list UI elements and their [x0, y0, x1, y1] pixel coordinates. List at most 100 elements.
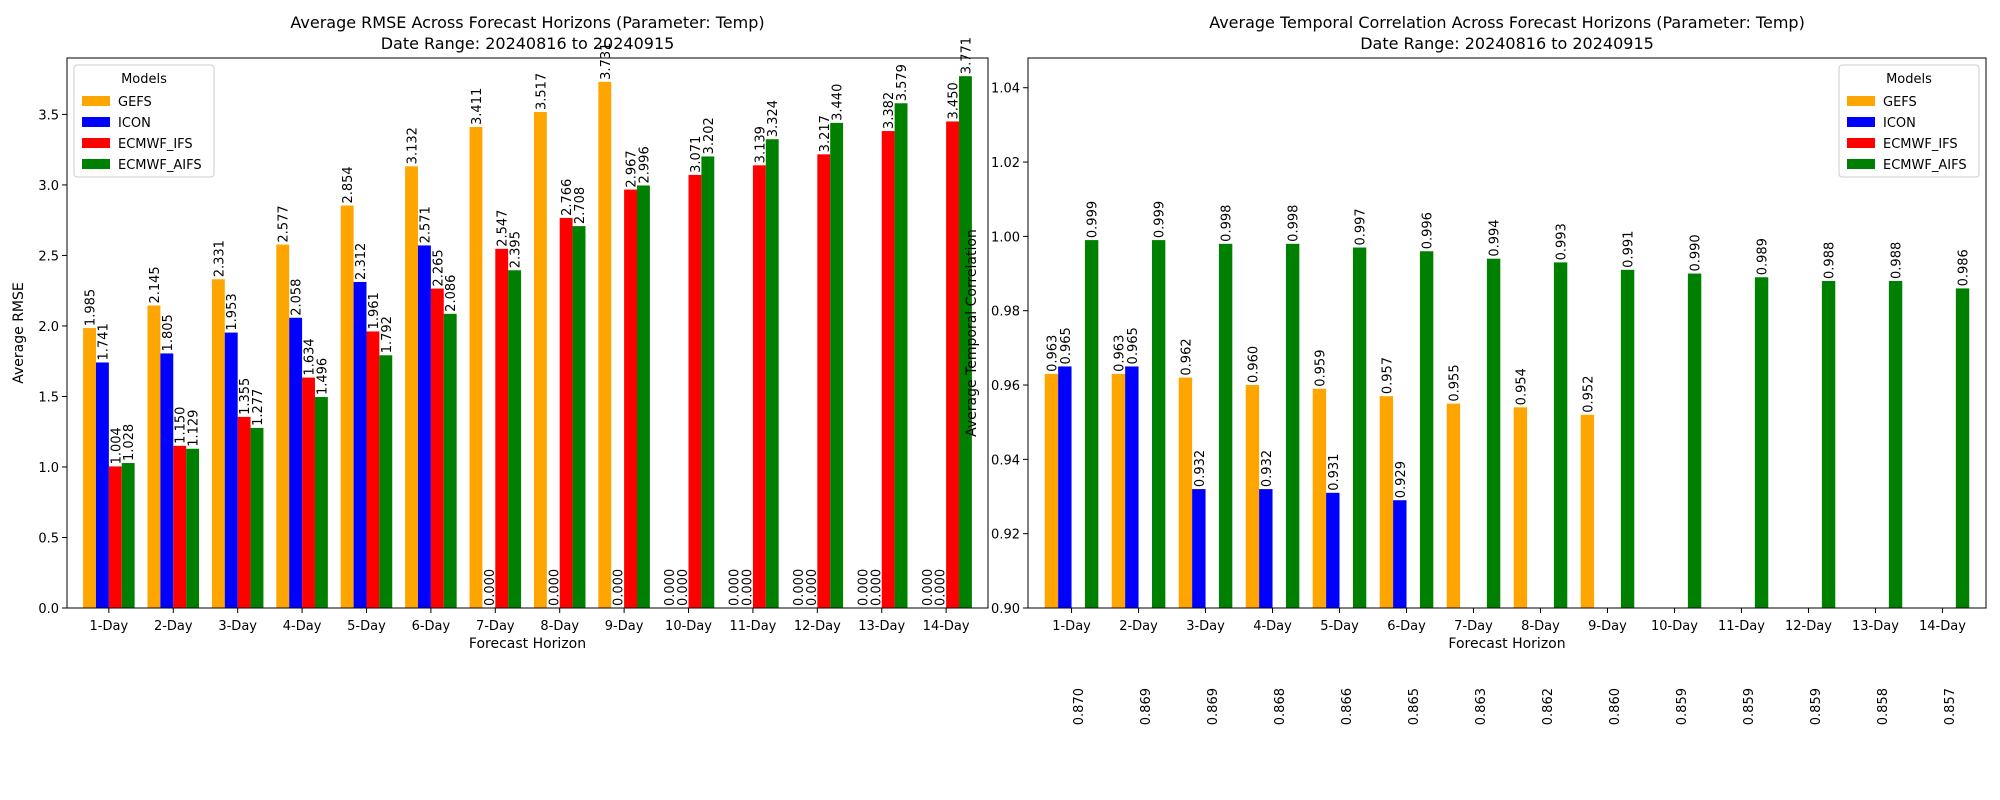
legend-swatch-ecmwf_aifs — [82, 159, 110, 169]
bar-ecmwf_aifs-6-day — [1419, 251, 1434, 609]
y-tick-label: 3.0 — [38, 179, 59, 194]
data-label: 0.965 — [1059, 327, 1074, 364]
y-tick-label: 3.5 — [38, 108, 59, 123]
legend-swatch-gefs — [82, 96, 110, 106]
legend-title: Models — [1886, 72, 1932, 87]
bar-ecmwf_ifs-2-day — [173, 445, 187, 608]
bar-ecmwf_aifs-1-day — [1084, 240, 1099, 608]
plot-frame — [1027, 57, 1987, 609]
data-label: 1.985 — [84, 289, 99, 326]
data-label: 3.324 — [766, 100, 781, 137]
data-label: 0.988 — [1823, 242, 1838, 279]
x-tick-label: 7-Day — [476, 619, 515, 634]
legend-label: ECMWF_AIFS — [1883, 158, 1967, 173]
data-label: 3.517 — [534, 73, 549, 110]
data-label: 0.000 — [921, 569, 936, 606]
data-label: 1.792 — [380, 316, 395, 353]
x-axis-label: Forecast Horizon — [469, 636, 586, 652]
bar-gefs-1-day — [1044, 373, 1059, 608]
bar-ecmwf_ifs-12-day — [817, 154, 831, 609]
data-label: 2.547 — [496, 210, 511, 247]
x-tick-label: 1-Day — [1052, 619, 1091, 634]
bar-ecmwf_aifs-10-day — [1687, 273, 1702, 608]
data-label: 0.870 — [1072, 688, 1087, 725]
legend-label: GEFS — [1883, 95, 1917, 110]
data-label: 1.004 — [109, 427, 124, 464]
data-label: 0.857 — [1943, 688, 1958, 725]
data-label: 0.000 — [869, 569, 884, 606]
x-tick-label: 6-Day — [1387, 619, 1426, 634]
bar-icon-2-day — [1125, 366, 1139, 608]
data-label: 1.805 — [161, 314, 176, 351]
bar-ecmwf_aifs-8-day — [1553, 262, 1568, 608]
x-tick-label: 12-Day — [1785, 619, 1832, 634]
bar-ecmwf_aifs-4-day — [314, 397, 328, 608]
data-label: 1.634 — [303, 338, 318, 375]
data-label: 0.990 — [1689, 234, 1704, 271]
legend-label: ICON — [118, 116, 151, 131]
bar-ecmwf_aifs-4-day — [1285, 243, 1300, 609]
bar-ecmwf_aifs-6-day — [443, 313, 457, 608]
x-tick-label: 11-Day — [1718, 619, 1765, 634]
data-label: 0.998 — [1287, 205, 1302, 242]
data-label: 0.000 — [856, 569, 871, 606]
bar-gefs-7-day — [469, 126, 483, 608]
data-label: 0.860 — [1608, 688, 1623, 725]
data-label: 2.854 — [341, 166, 356, 203]
x-tick-label: 14-Day — [1919, 619, 1966, 634]
x-tick-label: 12-Day — [794, 619, 841, 634]
bar-ecmwf_ifs-10-day — [688, 174, 702, 608]
legend-swatch-gefs — [1847, 96, 1875, 106]
bar-ecmwf_aifs-11-day — [765, 139, 779, 608]
data-label: 0.999 — [1153, 201, 1168, 238]
plot-frame — [66, 57, 989, 609]
data-label: 1.741 — [96, 323, 111, 360]
data-label: 2.058 — [290, 279, 305, 316]
x-tick-label: 9-Day — [1588, 619, 1627, 634]
bar-gefs-2-day — [1111, 373, 1126, 608]
legend: Models GEFS ICON ECMWF_IFS ECMWF_AIFS — [1838, 64, 1980, 178]
data-label: 1.028 — [122, 424, 137, 461]
legend-swatch-icon — [82, 117, 110, 127]
x-tick-label: 3-Day — [218, 619, 257, 634]
data-label: 2.996 — [637, 146, 652, 183]
data-label: 0.859 — [1675, 688, 1690, 725]
data-label: 1.150 — [174, 407, 189, 444]
data-label: 0.989 — [1756, 238, 1771, 275]
data-label: 0.986 — [1957, 249, 1972, 286]
data-label: 0.000 — [792, 569, 807, 606]
data-label: 0.000 — [740, 569, 755, 606]
y-tick-label: 1.0 — [38, 461, 59, 476]
bar-ecmwf_ifs-6-day — [430, 288, 444, 608]
data-label: 0.932 — [1193, 450, 1208, 487]
legend-label: ECMWF_IFS — [1883, 137, 1958, 152]
legend-label: GEFS — [118, 95, 152, 110]
bar-gefs-3-day — [1178, 377, 1193, 608]
bar-ecmwf_ifs-1-day — [108, 466, 122, 608]
y-tick-label: 0.92 — [991, 528, 1020, 543]
bar-ecmwf_aifs-5-day — [1352, 247, 1367, 608]
bar-ecmwf_ifs-5-day — [366, 331, 380, 608]
bar-icon-3-day — [224, 332, 238, 608]
bar-ecmwf_ifs-13-day — [881, 131, 895, 609]
legend-swatch-ecmwf_ifs — [82, 138, 110, 148]
y-tick-label: 0.98 — [991, 305, 1020, 320]
bar-gefs-7-day — [1446, 403, 1461, 608]
data-label: 0.869 — [1206, 688, 1221, 725]
legend-box — [1838, 64, 1980, 178]
bar-icon-2-day — [160, 353, 174, 608]
y-tick-label: 0.0 — [38, 602, 59, 617]
data-label: 0.952 — [1581, 376, 1596, 413]
x-tick-label: 7-Day — [1454, 619, 1493, 634]
data-label: 0.859 — [1742, 688, 1757, 725]
bar-gefs-9-day — [598, 81, 612, 609]
bar-ecmwf_aifs-1-day — [121, 463, 135, 608]
data-label: 3.771 — [959, 37, 974, 74]
bar-ecmwf_ifs-9-day — [624, 189, 637, 609]
bar-ecmwf_aifs-3-day — [1218, 243, 1233, 609]
bar-gefs-6-day — [405, 166, 419, 609]
data-label: 3.382 — [882, 92, 897, 129]
data-label: 0.997 — [1354, 208, 1369, 245]
x-tick-label: 13-Day — [858, 619, 905, 634]
data-label: 1.496 — [315, 358, 330, 395]
